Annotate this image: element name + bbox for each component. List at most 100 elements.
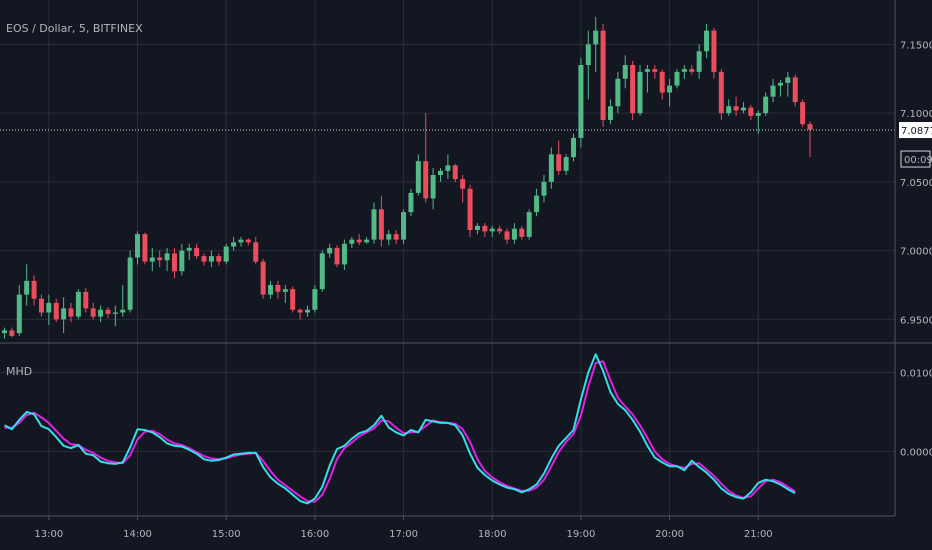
candle [179,243,185,276]
candle [327,243,333,258]
candle-body [474,225,480,230]
countdown-badge: 00:09 [900,150,932,168]
candle [474,223,480,235]
candle [304,305,310,317]
candle [681,65,687,79]
candle [68,302,74,323]
candle-body [755,113,761,116]
candle [534,188,540,217]
candle-body [304,309,310,313]
candle [216,253,222,266]
candle [607,99,613,125]
candle-body [556,154,562,171]
candle [696,44,702,79]
candle-body [578,65,584,138]
candle-body [430,175,436,199]
candle-body [68,308,74,317]
last-price-label: 7.0877 [901,126,932,137]
candle-body [563,157,569,171]
candle [593,16,599,72]
candle [563,154,569,175]
candle [378,195,384,247]
candle [171,247,177,279]
candle [16,285,22,336]
candle [511,223,517,244]
candle [430,168,436,210]
candle [733,96,739,116]
candle-body [149,257,155,262]
candle-body [467,188,473,230]
candle [541,175,547,203]
candle [674,69,680,89]
x-tick-label: 15:00 [212,529,241,540]
candle [556,140,562,175]
candle [105,307,111,318]
candle-body [386,234,392,240]
x-tick-label: 13:00 [34,529,63,540]
candle-body [297,309,303,313]
candle [253,236,259,265]
candle-body [216,256,222,262]
candle-body [415,161,421,193]
candle-body [393,234,399,240]
indicator-tick-label: 0.0000 [900,447,932,458]
price-tick-label: 7.0000 [900,247,932,258]
candle-body [607,106,613,120]
candle-body [644,69,650,72]
countdown-label: 00:09 [904,155,932,166]
candle-body [378,209,384,240]
candle [334,245,340,268]
candle-body [711,30,717,72]
candle [297,308,303,320]
x-tick-label: 18:00 [478,529,507,540]
candle-body [548,154,554,182]
candle [245,238,251,246]
candle-body [792,77,798,103]
candle [807,121,813,158]
candle [718,69,724,120]
candle [186,243,192,261]
candle [127,250,133,313]
candle-body [98,309,104,317]
candle [785,71,791,97]
indicator-layer[interactable] [4,353,796,505]
candle [777,80,783,97]
candle [519,225,525,240]
candle-body [800,102,806,125]
candle-body [349,239,355,244]
candle-body [489,228,495,232]
candle [630,60,636,120]
candle-body [777,82,783,86]
candle [356,234,362,246]
candle [135,231,141,265]
candle-body [482,225,488,232]
candle [659,69,665,100]
candle [755,110,761,134]
candle [467,184,473,237]
candle-body [61,308,67,320]
candle [578,58,584,148]
candle-body [615,78,621,107]
candle [31,275,37,306]
last-price-badge: 7.0877 [899,122,932,139]
candle [83,287,89,313]
candle-body [120,309,126,313]
candle [53,298,59,323]
candle [319,250,325,292]
candle-body [319,253,325,290]
candle-body [186,247,192,251]
candle-body [652,69,658,72]
candle-body [408,192,414,213]
candle [142,232,148,265]
candles-layer[interactable] [2,16,813,339]
candle [9,327,15,338]
candle [364,236,370,244]
candle-body [785,77,791,83]
mhd-fast-line [4,353,796,505]
candle [231,236,237,251]
candle [408,188,414,217]
